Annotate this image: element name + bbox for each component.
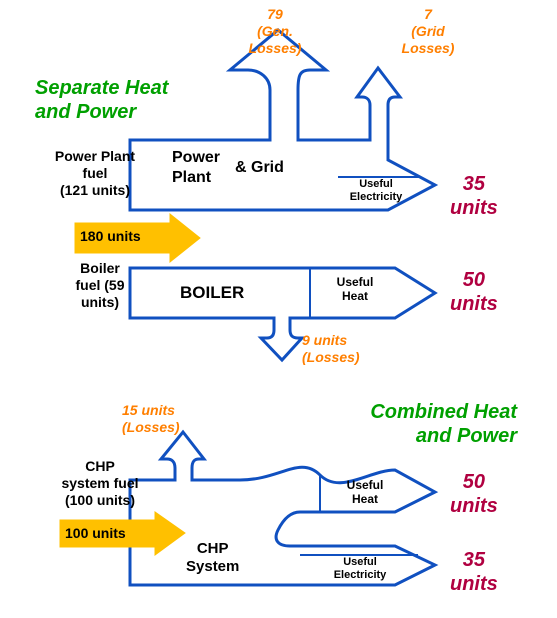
- power-plant-block-2: Plant: [172, 168, 211, 187]
- boiler-fuel-label: Boiler fuel (59 units): [45, 260, 155, 310]
- boiler-losses-label: 9 units (Losses): [302, 332, 360, 366]
- output-50-chp: 50 units: [450, 470, 498, 518]
- useful-heat-chp: Useful Heat: [330, 478, 400, 507]
- power-plant-fuel-label: Power Plant fuel (121 units): [30, 148, 160, 198]
- chp-fuel-label: CHP system fuel (100 units): [35, 458, 165, 508]
- power-plant-block-1: Power: [172, 148, 220, 167]
- useful-heat-boiler: Useful Heat: [320, 275, 390, 304]
- useful-electricity-chp: Useful Electricity: [320, 556, 400, 582]
- heading-combined: Combined Heat and Power: [370, 400, 517, 448]
- heading-separate: Separate Heat and Power: [35, 76, 168, 124]
- chp-losses-label: 15 units (Losses): [122, 402, 180, 436]
- output-35-chp: 35 units: [450, 548, 498, 596]
- gen-losses-label: 79 (Gen. Losses): [220, 6, 330, 56]
- chp-block-label: CHP System: [186, 540, 239, 576]
- input-180-label: 180 units: [80, 228, 141, 245]
- input-100-label: 100 units: [65, 525, 126, 542]
- useful-electricity-label-top: Useful Electricity: [336, 178, 416, 204]
- output-35-top: 35 units: [450, 172, 498, 220]
- output-50-boiler: 50 units: [450, 268, 498, 316]
- boiler-block-label: BOILER: [180, 283, 244, 303]
- grid-losses-label: 7 (Grid Losses): [388, 6, 468, 56]
- power-plant-block-3: & Grid: [235, 158, 284, 177]
